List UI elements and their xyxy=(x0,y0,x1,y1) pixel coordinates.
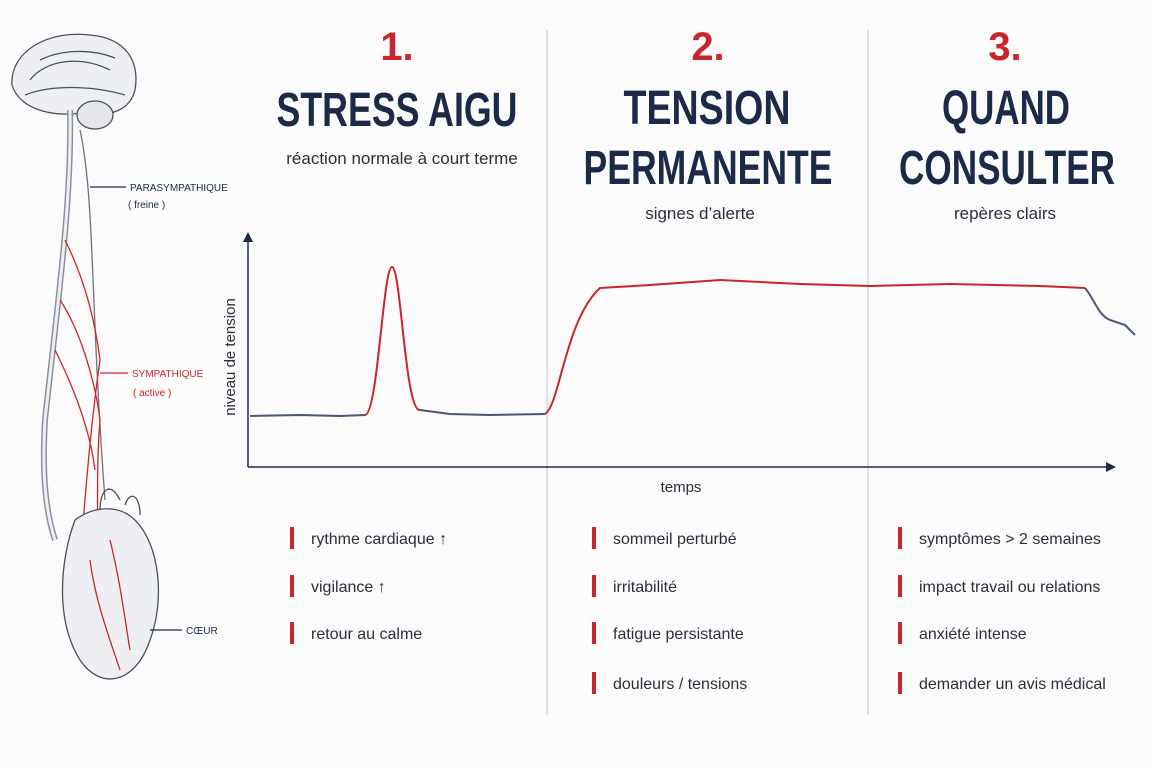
section-title: CONSULTER xyxy=(899,142,1115,195)
bullet-bar xyxy=(898,527,902,549)
y-axis-label: niveau de tension xyxy=(222,298,239,416)
heart-vessels xyxy=(99,488,141,516)
bullet-bar xyxy=(592,575,596,597)
anatomy-label: PARASYMPATHIQUE xyxy=(130,183,228,194)
list-item: impact travail ou relations xyxy=(919,579,1100,596)
section-subtitle: réaction normale à court terme xyxy=(286,149,518,168)
list-item: retour au calme xyxy=(311,626,422,643)
heart-arteries xyxy=(89,539,131,671)
tension-plateau xyxy=(544,278,1086,415)
section-number: 1. xyxy=(380,25,413,69)
spine-core xyxy=(42,109,72,541)
list-item: demander un avis médical xyxy=(919,676,1106,693)
section-subtitle: signes d’alerte xyxy=(645,204,755,223)
tension-decline xyxy=(1084,287,1136,336)
bullet-bar xyxy=(290,527,294,549)
brain-folds xyxy=(24,50,126,96)
section-title: TENSION xyxy=(624,82,791,135)
bullet-bar xyxy=(592,527,596,549)
bullet-bar xyxy=(898,575,902,597)
section-number: 3. xyxy=(988,25,1021,69)
list-item: vigilance ↑ xyxy=(311,579,386,596)
baseline-curve xyxy=(249,409,546,418)
list-item: anxiété intense xyxy=(919,626,1027,643)
anatomy-note: ( active ) xyxy=(133,388,171,399)
bullet-bar xyxy=(592,672,596,694)
bullet-bar xyxy=(290,575,294,597)
bullet-bar xyxy=(290,622,294,644)
section-number: 2. xyxy=(691,25,724,69)
sympathetic-nerves xyxy=(54,239,101,601)
list-item: sommeil perturbé xyxy=(613,531,737,548)
stress-spike xyxy=(364,265,421,416)
cerebellum xyxy=(76,100,114,130)
section-title: QUAND xyxy=(942,82,1070,135)
axis-arrow xyxy=(1106,462,1116,472)
item-lists: rythme cardiaque ↑ vigilance ↑ retour au c… xyxy=(290,527,1106,694)
anatomy-label: CŒUR xyxy=(186,626,218,637)
axis-arrow xyxy=(243,232,253,242)
heart xyxy=(61,508,159,680)
list-item: symptômes > 2 semaines xyxy=(919,531,1101,548)
bullet-bar xyxy=(898,622,902,644)
bullet-bar xyxy=(898,672,902,694)
list-item: rythme cardiaque ↑ xyxy=(311,531,447,548)
bullet-bar xyxy=(592,622,596,644)
anatomy-label: SYMPATHIQUE xyxy=(132,369,204,380)
section-title: PERMANENTE xyxy=(584,142,833,195)
tension-chart: niveau de tension temps xyxy=(222,232,1136,496)
section-subtitle: repères clairs xyxy=(954,204,1056,223)
section-title: STRESS AIGU xyxy=(277,84,518,137)
list-item: irritabilité xyxy=(613,579,677,596)
x-axis-label: temps xyxy=(661,479,702,496)
list-item: douleurs / tensions xyxy=(613,676,747,693)
anatomy-note: ( freine ) xyxy=(128,200,165,211)
list-item: fatigue persistante xyxy=(613,626,744,643)
anatomy xyxy=(11,33,182,680)
